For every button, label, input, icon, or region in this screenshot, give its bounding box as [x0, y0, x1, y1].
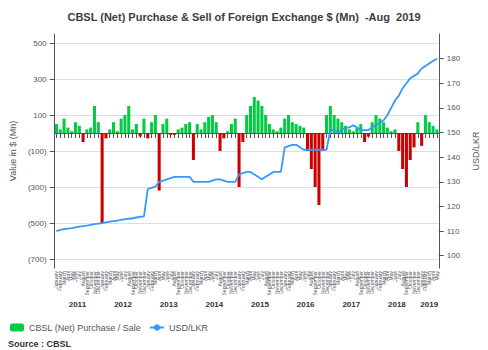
svg-text:100: 100	[33, 111, 47, 120]
svg-text:(300): (300)	[28, 183, 47, 192]
svg-text:110: 110	[447, 227, 460, 236]
svg-text:100: 100	[447, 251, 461, 260]
svg-text:2019: 2019	[420, 300, 438, 309]
svg-text:CBSL (Net) Purchase / Sale: CBSL (Net) Purchase / Sale	[29, 323, 141, 333]
svg-text:CBSL (Net) Purchase & Sell of: CBSL (Net) Purchase & Sell of Foreign Ex…	[67, 11, 420, 23]
svg-text:Value in $ (Mn): Value in $ (Mn)	[8, 121, 18, 181]
svg-text:500: 500	[33, 39, 47, 48]
svg-text:130: 130	[447, 177, 461, 186]
svg-text:2018: 2018	[388, 300, 406, 309]
svg-text:180: 180	[447, 54, 461, 63]
svg-text:(500): (500)	[28, 219, 47, 228]
svg-text:2014: 2014	[205, 300, 223, 309]
svg-text:May: May	[434, 271, 440, 281]
svg-text:2015: 2015	[251, 300, 269, 309]
svg-text:(700): (700)	[28, 255, 47, 264]
svg-text:2017: 2017	[342, 300, 360, 309]
svg-text:2016: 2016	[297, 300, 315, 309]
svg-text:170: 170	[447, 79, 461, 88]
svg-text:140: 140	[447, 153, 461, 162]
svg-text:120: 120	[447, 202, 461, 211]
svg-text:2012: 2012	[114, 300, 132, 309]
svg-text:2011: 2011	[69, 300, 87, 309]
svg-text:300: 300	[33, 75, 47, 84]
svg-text:160: 160	[447, 103, 461, 112]
svg-text:USD/LKR: USD/LKR	[471, 131, 481, 171]
svg-text:Source : CBSL: Source : CBSL	[8, 339, 72, 349]
svg-text:(100): (100)	[28, 147, 47, 156]
svg-text:USD/LKR: USD/LKR	[169, 323, 209, 333]
svg-text:2013: 2013	[160, 300, 178, 309]
svg-text:150: 150	[447, 128, 461, 137]
